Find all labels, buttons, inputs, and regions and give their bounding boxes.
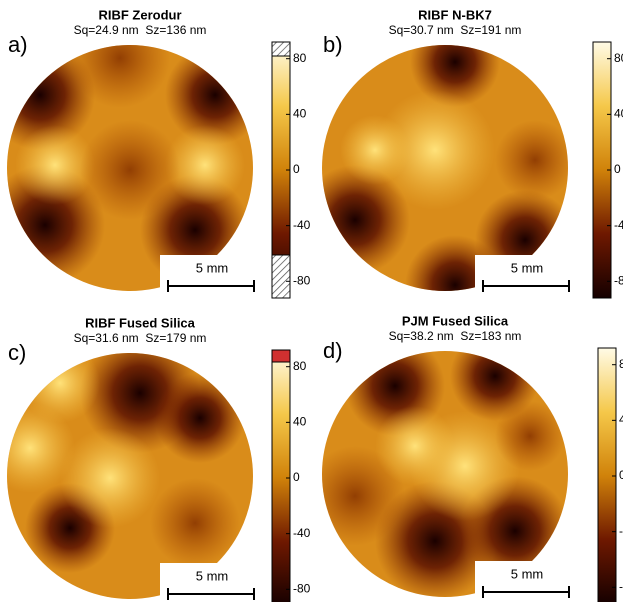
panel-stats: Sq=31.6 nm Sz=179 nm: [74, 331, 207, 345]
colorbar-tick-label: 80: [614, 51, 623, 65]
colorbar-tick-label: 40: [293, 107, 307, 121]
colorbar-tick-label: -80: [293, 273, 311, 287]
colorbar-tick-label: 80: [293, 359, 307, 373]
colorbar-tick-label: 0: [614, 162, 621, 176]
panel-title: PJM Fused Silica: [402, 313, 509, 328]
colorbar-tick-label: -40: [293, 526, 311, 540]
panel-title: RIBF Zerodur: [98, 7, 181, 22]
out-of-range: [272, 255, 290, 298]
colorbar-tick-label: 80: [293, 51, 307, 65]
panel-title: RIBF N-BK7: [418, 7, 492, 22]
scale-bar-label: 5 mm: [511, 566, 544, 581]
figure: RIBF ZerodurSq=24.9 nm Sz=136 nm a) 5 mm 80…: [0, 0, 623, 602]
out-of-range: [272, 350, 290, 362]
colorbar-tick-label: 0: [619, 468, 623, 482]
surface-map: [0, 333, 270, 602]
panel-letter: b): [323, 32, 343, 57]
panel-stats: Sq=30.7 nm Sz=191 nm: [389, 23, 522, 37]
colorbar-tick-label: -40: [619, 524, 623, 538]
panel-stats: Sq=38.2 nm Sz=183 nm: [389, 329, 522, 343]
colorbar-tick-label: -40: [614, 218, 623, 232]
colorbar-tick-label: 0: [293, 470, 300, 484]
colorbar-tick-label: 40: [614, 107, 623, 121]
colorbar-tick-label: 40: [293, 415, 307, 429]
colorbar: [272, 350, 290, 602]
panel-letter: c): [8, 340, 26, 365]
scale-bar-label: 5 mm: [196, 260, 229, 275]
colorbar-tick-label: -40: [293, 218, 311, 232]
colorbar-tick-label: -80: [293, 581, 311, 595]
panel-letter: a): [8, 32, 28, 57]
colorbar-tick-label: 0: [293, 162, 300, 176]
out-of-range: [272, 42, 290, 56]
panel-letter: d): [323, 338, 343, 363]
colorbar-tick-label: -80: [614, 273, 623, 287]
colorbar-tick-label: 80: [619, 357, 623, 371]
colorbar-tick-label: -80: [619, 579, 623, 593]
panel-stats: Sq=24.9 nm Sz=136 nm: [74, 23, 207, 37]
scale-bar-label: 5 mm: [511, 260, 544, 275]
scale-bar-label: 5 mm: [196, 568, 229, 583]
colorbar-tick-label: 40: [619, 413, 623, 427]
panel-title: RIBF Fused Silica: [85, 315, 196, 330]
colorbar: [598, 348, 616, 602]
